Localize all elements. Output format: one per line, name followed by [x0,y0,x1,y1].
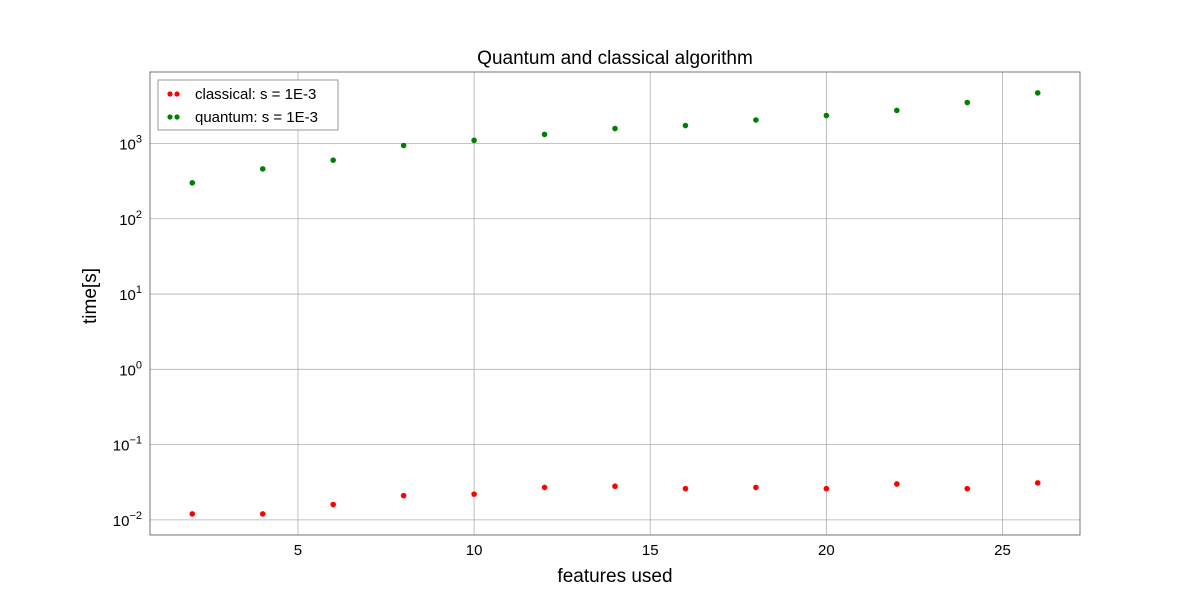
classical-data-point [612,483,618,490]
plot-frame [149,71,1081,536]
classical-data-point [330,501,336,508]
x-tick-label: 25 [994,542,1011,559]
y-tick-label: 100 [119,359,142,379]
quantum-data-point [189,180,196,186]
y-tick-label: 10−1 [113,435,142,455]
quantum-data-point [1034,90,1041,96]
quantum-data-point [894,107,900,114]
x-tick-label: 10 [466,542,483,559]
quantum-data-point [753,117,759,123]
y-tick-label: 102 [119,209,142,229]
classical-data-point [400,492,407,499]
legend: classical: s = 1E-3 quantum: s = 1E-3 [157,79,339,131]
y-tick-labels: 10−2 10−1 100 101 102 103 [113,133,142,529]
legend-box [157,79,339,131]
legend-label-classical: classical: s = 1E-3 [195,86,316,103]
y-tick-label: 103 [119,133,142,153]
quantum-data-point [541,131,548,138]
quantum-data-point [682,122,689,129]
x-tick-label: 5 [294,542,302,559]
legend-marker-classical [174,91,180,97]
legend-marker-classical [167,91,173,97]
chart-title: Quantum and classical algorithm [477,48,753,69]
classical-data-point [259,511,266,517]
quantum-data-point [471,137,477,144]
data-points [189,90,1041,517]
y-tick-label: 10−2 [113,510,142,530]
classical-data-point [682,485,689,492]
quantum-data-point [259,166,266,172]
quantum-data-point [400,142,407,149]
y-tick-label: 101 [119,284,142,304]
legend-marker-quantum [167,114,173,120]
classical-data-point [471,491,477,497]
x-tick-label: 15 [642,542,659,559]
legend-label-quantum: quantum: s = 1E-3 [195,109,318,126]
classical-data-point [964,485,971,492]
grid [150,72,1080,535]
quantum-data-point [964,99,971,106]
classical-data-point [541,484,548,491]
classical-data-point [753,484,759,491]
x-tick-labels: 5 10 15 20 25 [294,542,1011,559]
legend-marker-quantum [174,114,180,120]
quantum-data-point [823,112,830,119]
y-axis-label: time[s] [80,268,101,324]
classical-data-point [1034,480,1041,486]
quantum-data-point [330,157,336,163]
x-axis-label: features used [557,566,672,587]
classical-data-point [823,485,830,492]
quantum-data-point [612,125,618,132]
classical-data-point [894,481,900,487]
classical-data-point [189,511,196,517]
x-tick-label: 20 [818,542,835,559]
